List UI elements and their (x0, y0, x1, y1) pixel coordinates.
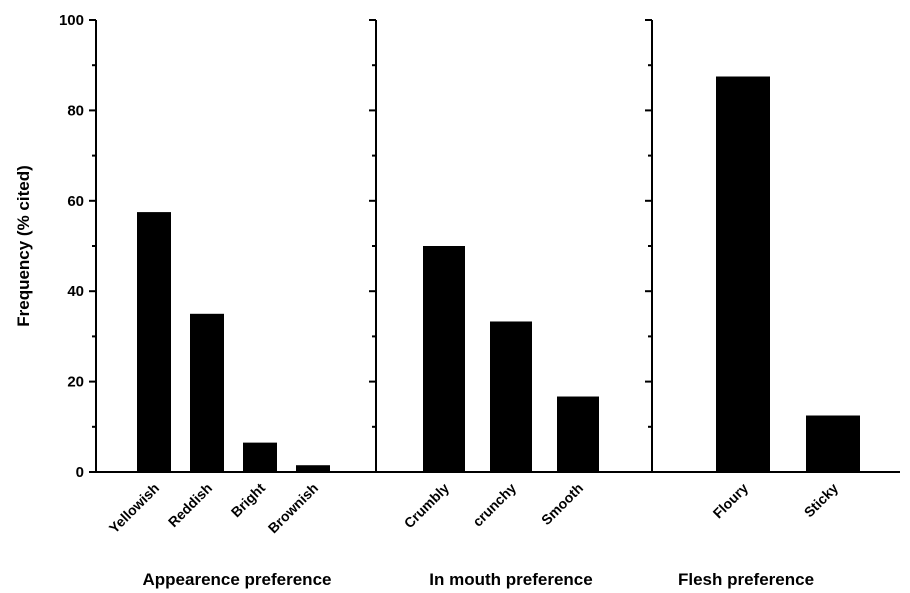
group-titles: Appearence preference In mouth preference… (143, 570, 815, 589)
y-tick-label: 20 (67, 374, 84, 391)
category-label: Reddish (165, 480, 215, 530)
group-title: Flesh preference (678, 570, 814, 589)
bar-crumbly (423, 246, 465, 472)
category-label: Sticky (801, 480, 842, 521)
bar-smooth (557, 396, 599, 472)
group-title: Appearence preference (143, 570, 332, 589)
y-axis-title: Frequency (% cited) (14, 165, 33, 327)
category-label: crunchy (469, 480, 519, 530)
category-label: Brownish (265, 480, 321, 536)
category-label: Floury (710, 480, 752, 522)
category-label: Smooth (538, 480, 586, 528)
y-tick-label: 0 (76, 464, 84, 481)
y-tick-labels: 0 20 40 60 80 100 (59, 12, 84, 481)
bar-reddish (190, 313, 224, 472)
category-label: Yellowish (106, 480, 162, 536)
category-label: Bright (228, 480, 269, 521)
bar-sticky (806, 415, 860, 472)
category-label: Crumbly (401, 480, 453, 532)
y-tick-label: 80 (67, 102, 84, 119)
bar-floury (716, 76, 770, 472)
bar-brownish (296, 465, 330, 472)
y-tick-label: 60 (67, 193, 84, 210)
bar-yellowish (137, 212, 171, 472)
group-title: In mouth preference (429, 570, 592, 589)
bar-crunchy (490, 321, 532, 472)
bar-bright (243, 442, 277, 472)
bars (137, 76, 860, 472)
y-tick-label: 40 (67, 283, 84, 300)
y-tick-label: 100 (59, 12, 84, 29)
